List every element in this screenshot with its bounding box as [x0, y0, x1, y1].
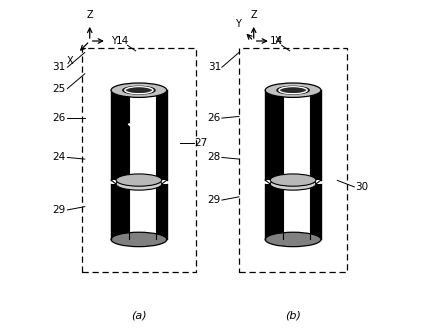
Polygon shape [129, 184, 156, 239]
Text: Y: Y [111, 36, 117, 46]
Ellipse shape [265, 232, 321, 247]
Polygon shape [265, 184, 283, 239]
Text: 14: 14 [270, 36, 283, 46]
Ellipse shape [265, 83, 321, 97]
Polygon shape [265, 90, 283, 180]
Text: 14: 14 [116, 36, 129, 46]
Bar [239, 48, 347, 272]
Text: 26: 26 [208, 113, 221, 123]
Polygon shape [283, 184, 310, 239]
Polygon shape [111, 184, 129, 239]
Polygon shape [156, 184, 167, 239]
Text: 28: 28 [208, 153, 221, 162]
Polygon shape [111, 90, 129, 180]
Polygon shape [129, 90, 156, 180]
Text: 25: 25 [53, 84, 66, 93]
Polygon shape [283, 90, 310, 180]
Polygon shape [156, 90, 167, 180]
Text: Y: Y [235, 19, 240, 29]
Ellipse shape [116, 178, 162, 190]
Ellipse shape [282, 88, 305, 93]
Ellipse shape [277, 86, 309, 94]
Text: X: X [275, 36, 282, 46]
Text: X: X [67, 55, 73, 66]
Polygon shape [310, 90, 321, 180]
Text: (b): (b) [285, 311, 301, 320]
Text: (a): (a) [131, 311, 147, 320]
Ellipse shape [127, 88, 150, 93]
Ellipse shape [123, 86, 155, 94]
Text: 29: 29 [208, 195, 221, 205]
Text: 29: 29 [53, 205, 66, 215]
Text: 31: 31 [208, 62, 221, 72]
Ellipse shape [270, 178, 316, 190]
Text: 27: 27 [194, 138, 208, 148]
Text: 24: 24 [53, 153, 66, 162]
Ellipse shape [111, 232, 167, 247]
Ellipse shape [270, 174, 316, 186]
Ellipse shape [116, 174, 162, 186]
Text: 31: 31 [53, 62, 66, 72]
Text: 26: 26 [53, 113, 66, 123]
Text: 30: 30 [356, 182, 368, 192]
Polygon shape [310, 184, 321, 239]
Ellipse shape [111, 83, 167, 97]
Text: Z: Z [251, 10, 257, 20]
Bar [82, 48, 196, 272]
Text: Z: Z [86, 10, 93, 20]
